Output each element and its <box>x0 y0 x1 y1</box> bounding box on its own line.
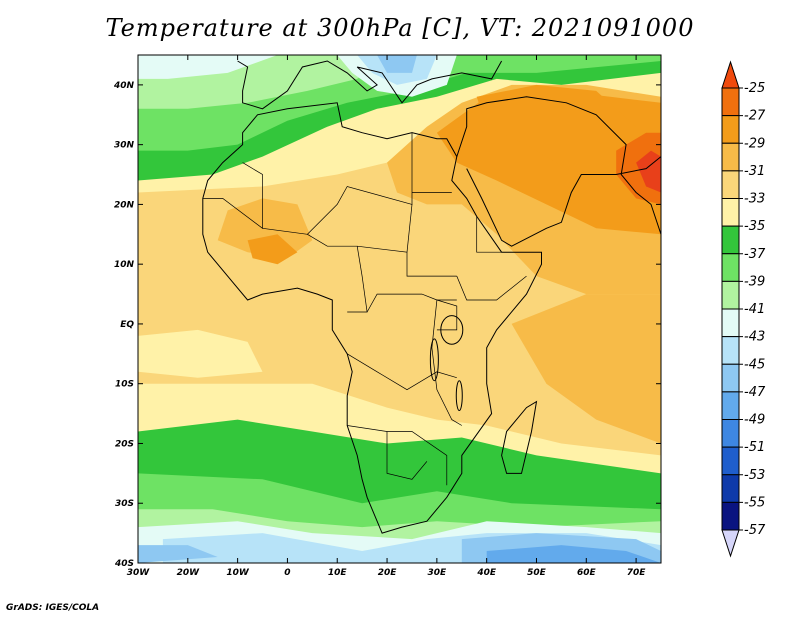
x-tick-label: 30W <box>127 568 151 578</box>
colorbar-box <box>721 446 740 476</box>
field-m35-atl <box>138 329 263 378</box>
y-tick-label: 20N <box>114 200 135 210</box>
colorbar-box <box>721 253 740 282</box>
colorbar-label: -35 <box>744 219 765 234</box>
country-border <box>347 353 457 391</box>
y-tick-label: 10N <box>114 260 135 270</box>
credit-label: GrADS: IGES/COLA <box>6 603 100 613</box>
y-tick-label: 30N <box>114 141 135 151</box>
chart-title: Temperature at 300hPa [C], VT: 202109100… <box>105 14 695 42</box>
y-tick-label: EQ <box>120 320 134 330</box>
x-tick-label: 30E <box>428 568 448 578</box>
colorbar-label: -33 <box>744 192 765 207</box>
x-tick-label: 20W <box>177 568 201 578</box>
map-frame <box>137 54 662 564</box>
europe-coastline <box>237 60 503 110</box>
temperature-field <box>138 55 661 563</box>
colorbar-label: -27 <box>744 109 766 124</box>
colorbar-label: -51 <box>744 440 765 455</box>
field-m31-io <box>511 294 661 444</box>
colorbar-label: -37 <box>744 247 766 262</box>
x-tick-label: 40E <box>476 568 497 578</box>
field-m29b <box>476 84 661 193</box>
x-tick-label: 10E <box>328 568 348 578</box>
colorbar-box <box>721 501 740 531</box>
field-m43-north <box>138 55 278 79</box>
colorbar-box <box>721 170 740 199</box>
colorbar-top-arrow <box>721 60 740 89</box>
y-tick-label: 10S <box>115 380 134 390</box>
country-border <box>307 233 457 277</box>
colorbar-label: -39 <box>744 274 765 289</box>
colorbar-box <box>721 198 740 227</box>
colorbar-label: -41 <box>744 302 765 317</box>
lake-outline <box>455 380 463 412</box>
x-tick-label: 60E <box>577 568 597 578</box>
y-tick-label: 40N <box>113 81 135 91</box>
x-tick-label: 20E <box>378 568 398 578</box>
country-border <box>366 293 457 313</box>
colorbar-label: -31 <box>744 164 765 179</box>
x-tick-label: 10W <box>226 568 250 578</box>
colorbar-label: -47 <box>744 385 766 400</box>
colorbar-label: -57 <box>744 523 766 538</box>
lake-outline <box>440 315 464 345</box>
colorbar-box <box>721 391 740 420</box>
field-m49-south <box>486 545 661 563</box>
colorbar-box <box>721 280 740 310</box>
colorbar-bottom-arrow <box>721 529 740 558</box>
colorbar-label: -53 <box>744 468 765 483</box>
madagascar-coastline <box>501 400 538 474</box>
coastlines <box>202 60 661 534</box>
y-tick-label: 20S <box>115 439 134 449</box>
country-border <box>476 216 502 253</box>
colorbar-box <box>721 142 740 172</box>
x-tick-label: 70E <box>627 568 647 578</box>
colorbar-box <box>721 474 740 503</box>
country-border <box>347 246 368 313</box>
y-tick-label: 40S <box>114 559 134 569</box>
colorbar-label: -49 <box>744 413 765 428</box>
lake-outline <box>429 338 439 382</box>
colorbar-box <box>721 225 740 255</box>
axis-ticks: 30W 20W 10W 0 10E 20E 30E 40E 50E 60E 70E 40N 30N 20N… <box>113 55 661 578</box>
x-tick-label: 0 <box>284 568 290 578</box>
colorbar: -25 -27 -29 -31 -33 -35 -37 -39 -41 -43 -45 -47 -49 -… <box>721 60 766 558</box>
y-tick-label: 30S <box>115 499 134 509</box>
country-border <box>456 275 527 301</box>
field-m29-west <box>247 234 298 265</box>
asia-coastline <box>456 96 661 247</box>
field-m47-sw <box>138 545 218 563</box>
country-border <box>347 425 448 486</box>
colorbar-box <box>721 87 740 117</box>
colorbar-label: -45 <box>744 357 765 372</box>
country-border <box>386 431 428 480</box>
colorbar-label: -25 <box>744 81 765 96</box>
colorbar-box <box>721 336 740 365</box>
colorbar-box <box>721 419 740 448</box>
colorbar-box <box>721 363 740 393</box>
colorbar-label: -43 <box>744 330 765 345</box>
country-border <box>406 204 413 253</box>
colorbar-box <box>721 115 740 144</box>
colorbar-label: -29 <box>744 136 765 151</box>
x-tick-label: 50E <box>527 568 547 578</box>
colorbar-label: -55 <box>744 495 765 510</box>
colorbar-box <box>721 308 740 338</box>
africa-coastline <box>202 102 542 534</box>
country-border <box>431 299 462 426</box>
